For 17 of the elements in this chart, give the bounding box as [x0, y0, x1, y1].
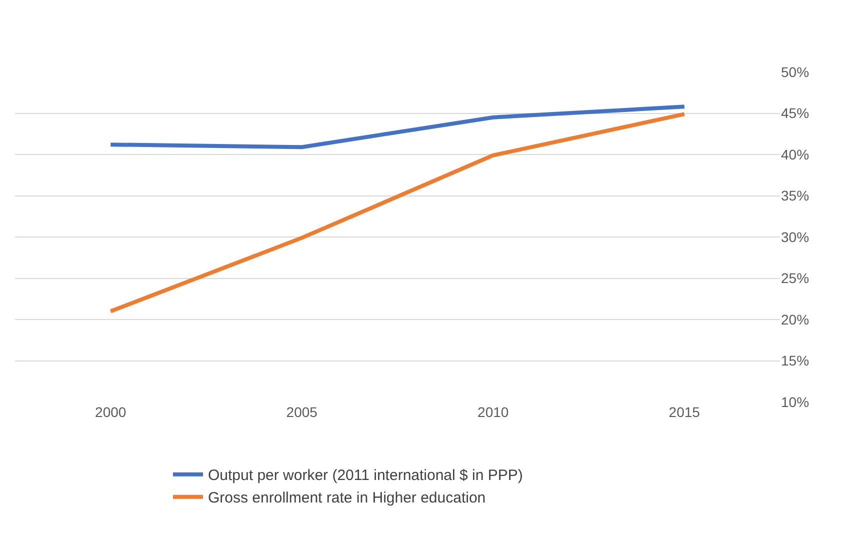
x-tick-label: 2015: [668, 404, 700, 420]
y-tick-label: 25%: [781, 270, 810, 286]
legend-label: Output per worker (2011 international $ in PPP): [208, 467, 523, 484]
line-series: [108, 104, 686, 150]
y-tick-label: 20%: [781, 311, 810, 328]
x-tick-label: 2000: [95, 404, 126, 420]
line-series: [108, 112, 686, 314]
x-tick-label: 2010: [478, 404, 509, 420]
y-tick-label: 10%: [781, 394, 810, 410]
x-tick-label: 2005: [286, 404, 318, 420]
y-tick-label: 30%: [781, 228, 810, 245]
y-tick-label: 35%: [781, 188, 810, 204]
legend-label: Gross enrollment rate in Higher education: [208, 490, 486, 507]
y-tick-label: 45%: [781, 105, 810, 122]
y-tick-label: 40%: [781, 146, 810, 162]
y-tick-label: 50%: [781, 64, 810, 80]
y-tick-label: 15%: [781, 352, 810, 369]
